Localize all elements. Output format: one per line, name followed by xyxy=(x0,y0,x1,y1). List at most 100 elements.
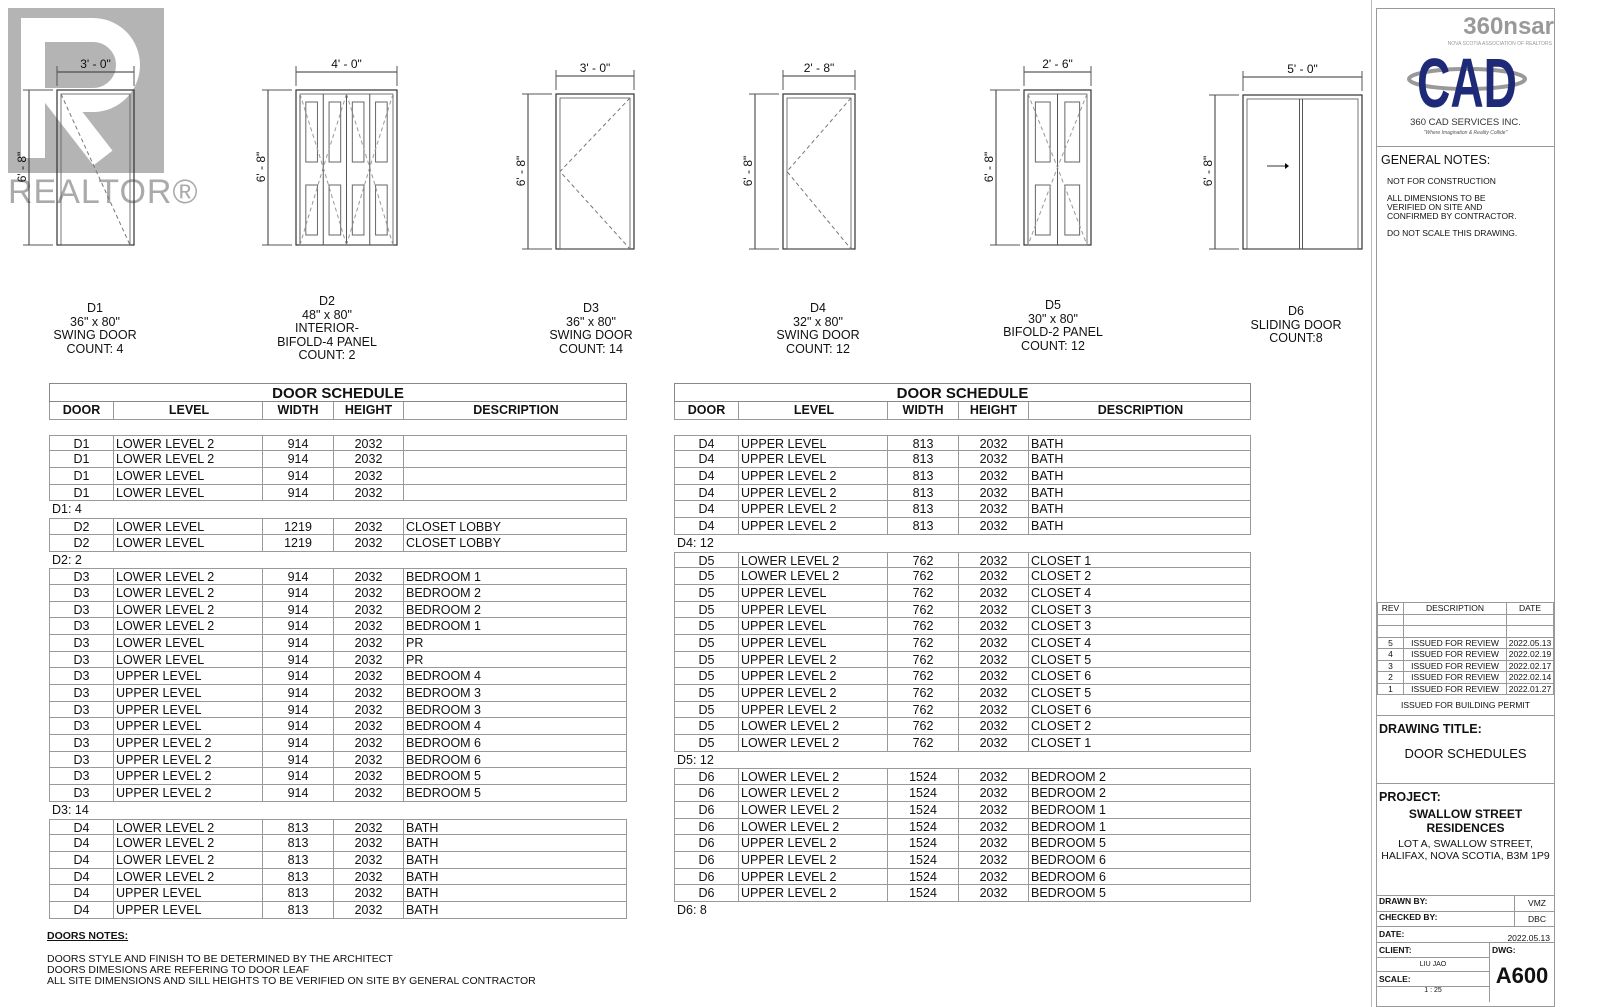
door-elevations xyxy=(23,66,1363,250)
table-row: D4 UPPER LEVEL 2 813 2032 BATH xyxy=(674,468,1251,485)
rev-cell: ISSUED FOR REVIEW xyxy=(1403,636,1507,649)
cell-description: CLOSET LOBBY xyxy=(404,519,627,535)
cell-level: LOWER LEVEL 2 xyxy=(114,435,263,452)
cell-description: BEDROOM 2 xyxy=(1029,785,1251,802)
svg-text:CAD: CAD xyxy=(1417,44,1517,117)
cell-description: BEDROOM 6 xyxy=(404,735,627,752)
cell-description: PR xyxy=(404,634,627,652)
cell-description: BEDROOM 1 xyxy=(404,569,627,585)
cell-width: 914 xyxy=(263,601,334,619)
rev-cell: ISSUED FOR REVIEW xyxy=(1403,659,1507,672)
cell-level: UPPER LEVEL xyxy=(739,601,888,619)
table-row: D3 UPPER LEVEL 914 2032 BEDROOM 3 xyxy=(49,685,627,702)
drawn-by: VMZ xyxy=(1528,898,1546,909)
cell-width: 762 xyxy=(888,651,959,669)
cell-description: BEDROOM 6 xyxy=(1029,851,1251,869)
cell-level: UPPER LEVEL 2 xyxy=(739,668,888,685)
door-elevation-d6 xyxy=(1209,71,1363,250)
cell-width: 762 xyxy=(888,735,959,752)
rev-cell: 2022.02.14 xyxy=(1506,671,1554,684)
column-header: WIDTH xyxy=(888,402,959,420)
table-row: D1 LOWER LEVEL 914 2032 xyxy=(49,484,627,502)
door-count: COUNT: 2 xyxy=(298,348,356,362)
rev-cell: ISSUED FOR REVIEW xyxy=(1403,671,1507,684)
door-elevation-d5 xyxy=(990,66,1092,246)
schedule-header: DOOR LEVEL WIDTH HEIGHT DESCRIPTION xyxy=(49,402,627,420)
cell-width: 762 xyxy=(888,568,959,585)
column-header: WIDTH xyxy=(263,402,334,420)
table-row: D1 LOWER LEVEL 2 914 2032 xyxy=(49,451,627,469)
door-schedule-left: DOOR SCHEDULE DOOR LEVEL WIDTH HEIGHT DESCRIP… xyxy=(49,383,627,919)
cell-door: D6 xyxy=(674,868,739,886)
cell-door: D6 xyxy=(674,885,739,902)
cell-height: 2032 xyxy=(959,885,1029,902)
subtotal-row: D1: 4 xyxy=(52,502,82,517)
cell-description: BEDROOM 5 xyxy=(404,768,627,786)
cell-description xyxy=(404,484,627,502)
cell-width: 914 xyxy=(263,735,334,752)
schedule-header: DOOR LEVEL WIDTH HEIGHT DESCRIPTION xyxy=(674,402,1251,420)
cell-height: 2032 xyxy=(959,651,1029,669)
cell-door: D2 xyxy=(49,519,114,535)
company-name: 360 CAD SERVICES INC. xyxy=(1410,117,1521,128)
cell-door: D1 xyxy=(49,468,114,485)
cell-level: LOWER LEVEL 2 xyxy=(114,835,263,852)
drawn-by-label: DRAWN BY: xyxy=(1377,896,1515,911)
cell-height: 2032 xyxy=(959,769,1029,786)
table-row: D5 UPPER LEVEL 762 2032 CLOSET 4 xyxy=(674,584,1251,602)
door-count: COUNT: 4 xyxy=(66,341,124,356)
revision-row: 2 ISSUED FOR REVIEW 2022.02.14 xyxy=(1377,671,1554,684)
cell-width: 1524 xyxy=(888,801,959,819)
cell-level: LOWER LEVEL 2 xyxy=(739,785,888,802)
cell-door: D3 xyxy=(49,569,114,585)
cell-door: D5 xyxy=(674,634,739,652)
rev-column-header: DATE xyxy=(1506,602,1554,615)
cell-level: UPPER LEVEL xyxy=(739,618,888,635)
cell-height: 2032 xyxy=(959,801,1029,819)
table-row: D3 LOWER LEVEL 2 914 2032 BEDROOM 2 xyxy=(49,584,627,602)
cell-width: 813 xyxy=(263,835,334,852)
table-row: D3 UPPER LEVEL 2 914 2032 BEDROOM 6 xyxy=(49,735,627,752)
cell-door: D5 xyxy=(674,701,739,719)
subtotal-row: D2: 2 xyxy=(52,552,82,567)
table-row: D4 UPPER LEVEL 813 2032 BATH xyxy=(49,901,627,919)
door-type: SWING DOOR xyxy=(776,328,860,342)
cell-level: UPPER LEVEL xyxy=(739,584,888,602)
height-dimension: 6' - 8" xyxy=(982,151,996,182)
column-header: LEVEL xyxy=(114,402,263,420)
door-id: D3 xyxy=(583,301,599,315)
cell-height: 2032 xyxy=(959,785,1029,802)
cell-description: PR xyxy=(404,651,627,669)
cell-width: 762 xyxy=(888,618,959,635)
cell-level: LOWER LEVEL 2 xyxy=(114,851,263,869)
door-type: SWING DOOR xyxy=(549,328,633,342)
revision-table: REV DESCRIPTION DATE 5 ISSUED FOR REVIEW 2022… xyxy=(1377,602,1554,695)
cell-description: BATH xyxy=(1029,518,1251,535)
cell-height: 2032 xyxy=(334,868,404,886)
cell-door: D4 xyxy=(49,885,114,902)
cell-door: D3 xyxy=(49,735,114,752)
cell-height: 2032 xyxy=(334,519,404,535)
cell-door: D5 xyxy=(674,601,739,619)
cell-width: 914 xyxy=(263,718,334,736)
cell-level: LOWER LEVEL xyxy=(114,519,263,535)
cell-description: BATH xyxy=(404,835,627,852)
door-schedule-right: DOOR SCHEDULE DOOR LEVEL WIDTH HEIGHT DESCRIP… xyxy=(674,383,1251,919)
door-note: ALL SITE DIMENSIONS AND SILL HEIGHTS TO … xyxy=(47,975,536,987)
rev-cell: 2022.02.17 xyxy=(1506,659,1554,672)
cell-description: CLOSET 2 xyxy=(1029,568,1251,585)
table-row: D4 LOWER LEVEL 2 813 2032 BATH xyxy=(49,818,627,836)
door-elevation-d4 xyxy=(749,70,856,250)
table-row: D2 LOWER LEVEL 1219 2032 CLOSET LOBBY xyxy=(49,518,627,535)
cell-level: UPPER LEVEL 2 xyxy=(739,835,888,852)
cell-level: LOWER LEVEL 2 xyxy=(114,569,263,585)
cell-height: 2032 xyxy=(334,569,404,585)
cell-level: LOWER LEVEL 2 xyxy=(114,601,263,619)
project-name: SWALLOW STREET RESIDENCES xyxy=(1408,807,1523,835)
table-row: D4 LOWER LEVEL 2 813 2032 BATH xyxy=(49,835,627,852)
rev-cell: 1 xyxy=(1377,682,1404,695)
table-row: D3 UPPER LEVEL 914 2032 BEDROOM 4 xyxy=(49,668,627,685)
cell-width: 813 xyxy=(888,484,959,502)
cell-height: 2032 xyxy=(959,518,1029,535)
cell-door: D4 xyxy=(49,901,114,919)
